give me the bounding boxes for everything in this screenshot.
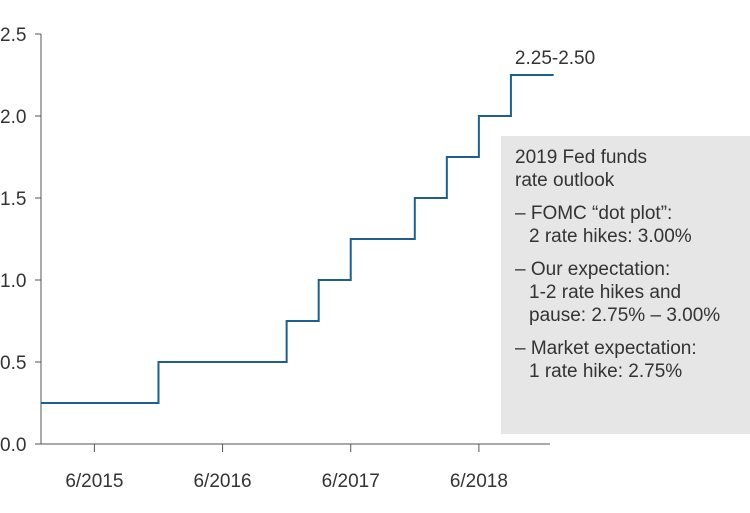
y-tick-label: 2.0: [0, 107, 26, 128]
x-tick-label: 6/2015: [65, 471, 123, 492]
outlook-item-fomc: – FOMC “dot plot”: 2 rate hikes: 3.00%: [515, 202, 750, 248]
outlook-item-line: – Market expectation:: [515, 338, 697, 359]
y-tick-label: 0.5: [0, 353, 26, 374]
y-tick-label: 1.0: [0, 271, 26, 292]
x-tick-label: 6/2016: [193, 471, 251, 492]
outlook-item-line: 2 rate hikes: 3.00%: [529, 226, 692, 247]
outlook-title-line: 2019 Fed funds: [515, 147, 648, 168]
outlook-item-line: – Our expectation:: [515, 259, 671, 280]
y-tick-label: 2.5: [0, 25, 26, 46]
y-tick-label: 1.5: [0, 189, 26, 210]
x-axis: 6/2015 6/2016 6/2017 6/2018: [41, 443, 550, 492]
x-tick-label: 6/2018: [450, 471, 508, 492]
y-tick-label: 0.0: [0, 435, 26, 456]
outlook-item-our-expectation: – Our expectation: 1-2 rate hikes and pa…: [515, 258, 750, 327]
outlook-item-line: – FOMC “dot plot”:: [515, 203, 673, 224]
outlook-item-line: 1 rate hike: 2.75%: [529, 361, 683, 382]
x-tick-label: 6/2017: [322, 471, 380, 492]
outlook-title-line: rate outlook: [515, 170, 615, 191]
outlook-box: 2019 Fed funds rate outlook – FOMC “dot …: [501, 136, 750, 434]
outlook-item-market-expectation: – Market expectation: 1 rate hike: 2.75%: [515, 337, 750, 383]
rate-annotation: 2.25-2.50: [515, 48, 595, 69]
outlook-item-line: pause: 2.75% – 3.00%: [529, 305, 721, 326]
outlook-title: 2019 Fed funds rate outlook: [515, 146, 750, 192]
outlook-item-line: 1-2 rate hikes and: [529, 282, 682, 303]
y-axis: 0.0 0.5 1.0 1.5 2.0 2.5: [0, 25, 42, 456]
rate-step-line: [41, 74, 554, 404]
series-group: [41, 74, 554, 404]
